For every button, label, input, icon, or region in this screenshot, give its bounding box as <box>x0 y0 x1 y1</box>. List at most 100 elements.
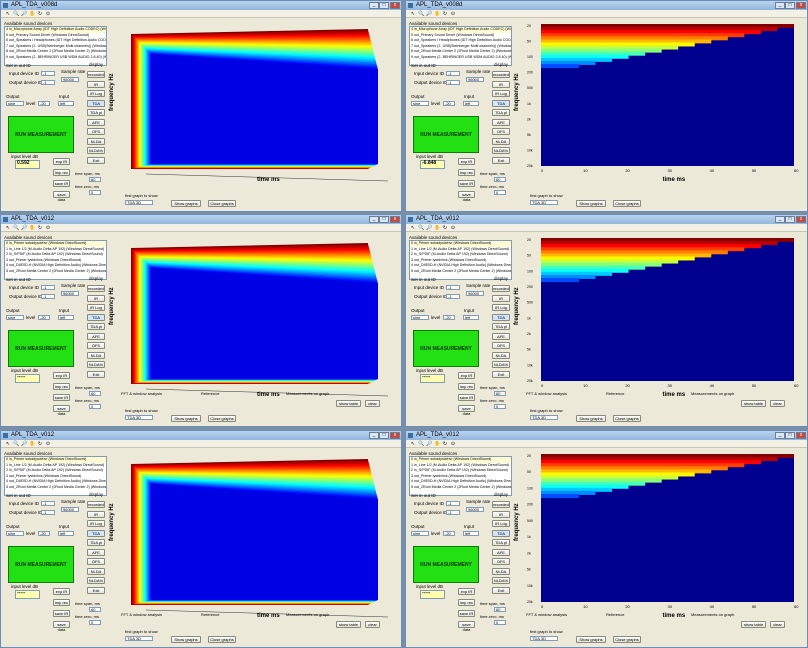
device-list[interactable]: 4 in_Microphone Array (IDT High Definiti… <box>409 26 512 66</box>
function-button[interactable]: Exit <box>492 370 510 378</box>
side-button[interactable]: save data <box>458 405 475 416</box>
function-button[interactable]: TDA <box>87 529 105 537</box>
function-button[interactable]: recorded <box>87 285 105 292</box>
zoom-out-icon[interactable]: 🔎 <box>21 225 28 231</box>
waterfall-3d-plot[interactable] <box>116 449 398 625</box>
time-span-field[interactable]: 60 <box>89 607 101 612</box>
first-graph-select[interactable]: TDA 3D <box>530 200 558 205</box>
function-button[interactable]: IR Log <box>492 520 510 527</box>
level-field[interactable]: -20 <box>443 531 455 536</box>
device-item[interactable]: 3 out_Primer tystdvhvs (Windows DirectSo… <box>411 257 487 262</box>
function-button[interactable]: IR Log <box>87 304 105 311</box>
zoom-in-icon[interactable]: 🔍 <box>13 441 20 447</box>
function-button[interactable]: NLDA <box>492 351 510 359</box>
pan-icon[interactable]: ✋ <box>434 441 441 447</box>
side-button[interactable]: save IR <box>53 610 70 617</box>
device-item[interactable]: 4 out_D4E0D-H (NVIDIA High Definition Au… <box>411 479 512 483</box>
output-type-select[interactable]: sine <box>411 315 429 320</box>
first-graph-select[interactable]: TDA 3D <box>530 636 558 641</box>
function-button[interactable]: IR Log <box>492 304 510 311</box>
function-button[interactable]: OFS <box>492 128 510 135</box>
run-measurement-button[interactable]: RUN MEASUREMENT <box>8 116 74 153</box>
level-field[interactable]: -20 <box>38 315 50 320</box>
device-item[interactable]: 6 out_Speakers / Headphones (IDT High De… <box>411 38 512 42</box>
zoom-in-icon[interactable]: 🔍 <box>418 11 425 17</box>
zoom-out-icon[interactable]: 🔎 <box>21 441 28 447</box>
waterfall-3d-plot[interactable] <box>116 19 398 189</box>
minimize-button[interactable]: _ <box>369 432 379 439</box>
show-graphs-button[interactable]: Show graphs <box>171 200 201 207</box>
spectrogram-plot[interactable]: 0 10 20 30 40 50 60 20 50 100 200 500 1k 2k 5k 10k 20k <box>521 449 804 625</box>
side-button[interactable]: save data <box>458 191 475 202</box>
show-graphs-button[interactable]: Show graphs <box>171 636 201 643</box>
run-measurement-button[interactable]: RUN MEASUREMENT <box>8 330 74 367</box>
maximize-button[interactable]: □ <box>785 216 795 223</box>
input-id-field[interactable]: -1 <box>41 501 55 506</box>
input-id-field[interactable]: -1 <box>446 71 460 76</box>
datacursor-icon[interactable]: ⊙ <box>45 11 51 17</box>
side-button[interactable]: exp IR <box>458 588 475 595</box>
function-button[interactable]: recorded <box>492 71 510 78</box>
device-item[interactable]: 7 out_Speakers (2- USB(Steinberger Multi… <box>6 43 107 48</box>
side-button[interactable]: save data <box>53 621 70 632</box>
device-item[interactable]: 4 out_D4E0D-H (NVIDIA High Definition Au… <box>6 479 107 483</box>
device-item[interactable]: 3 out_Primer tystdvhvs (Windows DirectSo… <box>411 473 487 478</box>
rotate-icon[interactable]: ↻ <box>37 11 43 17</box>
pointer-icon[interactable]: ↖ <box>5 225 11 231</box>
pan-icon[interactable]: ✋ <box>29 11 36 17</box>
time-span-field[interactable]: 60 <box>494 177 506 182</box>
run-measurement-button[interactable]: RUN MEASUREMENT <box>8 546 74 583</box>
device-item[interactable]: 4 in_Microphone Array (IDT High Definiti… <box>411 27 511 33</box>
function-button[interactable]: recorded <box>492 285 510 292</box>
device-item[interactable]: 3 out_Primer tystdvhvs (Windows DirectSo… <box>6 257 82 262</box>
side-button[interactable]: save data <box>458 621 475 632</box>
side-button[interactable]: save IR <box>53 394 70 401</box>
function-button[interactable]: recorded <box>87 71 105 78</box>
function-button[interactable]: TDA <box>492 529 510 537</box>
side-button[interactable]: imp rec <box>53 169 70 176</box>
rotate-icon[interactable]: ↻ <box>442 11 448 17</box>
function-button[interactable]: TDA <box>492 99 510 107</box>
device-item[interactable]: 7 out_Speakers (2- USB(Steinberger Multi… <box>411 43 512 48</box>
function-button[interactable]: AFE <box>492 548 510 556</box>
output-type-select[interactable]: sine <box>6 315 24 320</box>
function-button[interactable]: AFE <box>492 118 510 126</box>
function-button[interactable]: OFS <box>87 558 105 565</box>
side-button[interactable]: save IR <box>458 180 475 187</box>
sample-rate-select[interactable]: 96000 <box>466 507 484 512</box>
close-button[interactable]: x <box>796 216 806 223</box>
pan-icon[interactable]: ✋ <box>29 225 36 231</box>
device-item[interactable]: 0 in_Primer sobadysdvhvr (Windows Direct… <box>6 457 106 463</box>
rotate-icon[interactable]: ↻ <box>37 441 43 447</box>
close-graphs-button[interactable]: Close graphs <box>208 415 236 422</box>
side-button[interactable]: exp IR <box>458 158 475 165</box>
function-button[interactable]: NLDA% <box>492 147 510 154</box>
zoom-out-icon[interactable]: 🔎 <box>426 11 433 17</box>
function-button[interactable]: IR <box>492 80 510 88</box>
datacursor-icon[interactable]: ⊙ <box>450 225 456 231</box>
function-button[interactable]: TDA pl <box>492 109 510 116</box>
function-button[interactable]: TDA pl <box>492 323 510 330</box>
output-id-field[interactable]: -1 <box>446 510 460 515</box>
close-graphs-button[interactable]: Close graphs <box>613 636 641 643</box>
maximize-button[interactable]: □ <box>785 432 795 439</box>
function-button[interactable]: TDA <box>87 313 105 321</box>
side-button[interactable]: imp rec <box>53 599 70 606</box>
side-button[interactable]: exp IR <box>53 158 70 165</box>
pointer-icon[interactable]: ↖ <box>410 11 416 17</box>
device-item[interactable]: 9 out_Speakers (2- BEHRINGER USB WDM AUD… <box>411 54 512 59</box>
function-button[interactable]: NLDA <box>492 567 510 575</box>
zoom-in-icon[interactable]: 🔍 <box>418 441 425 447</box>
pointer-icon[interactable]: ↖ <box>410 225 416 231</box>
function-button[interactable]: IR <box>492 510 510 518</box>
datacursor-icon[interactable]: ⊙ <box>45 225 51 231</box>
show-table-button[interactable]: show table <box>741 621 766 628</box>
function-button[interactable]: NLDA% <box>87 361 105 368</box>
function-button[interactable]: Exit <box>492 586 510 594</box>
side-button[interactable]: exp IR <box>53 372 70 379</box>
output-id-field[interactable]: -1 <box>41 80 55 85</box>
input-channel-select[interactable]: left <box>58 315 74 320</box>
device-item[interactable]: 2 in_S/PDIF (M-Audio Delta AP 192) (Wind… <box>6 468 103 472</box>
function-button[interactable]: NLDA% <box>492 361 510 368</box>
close-button[interactable]: x <box>390 2 400 9</box>
